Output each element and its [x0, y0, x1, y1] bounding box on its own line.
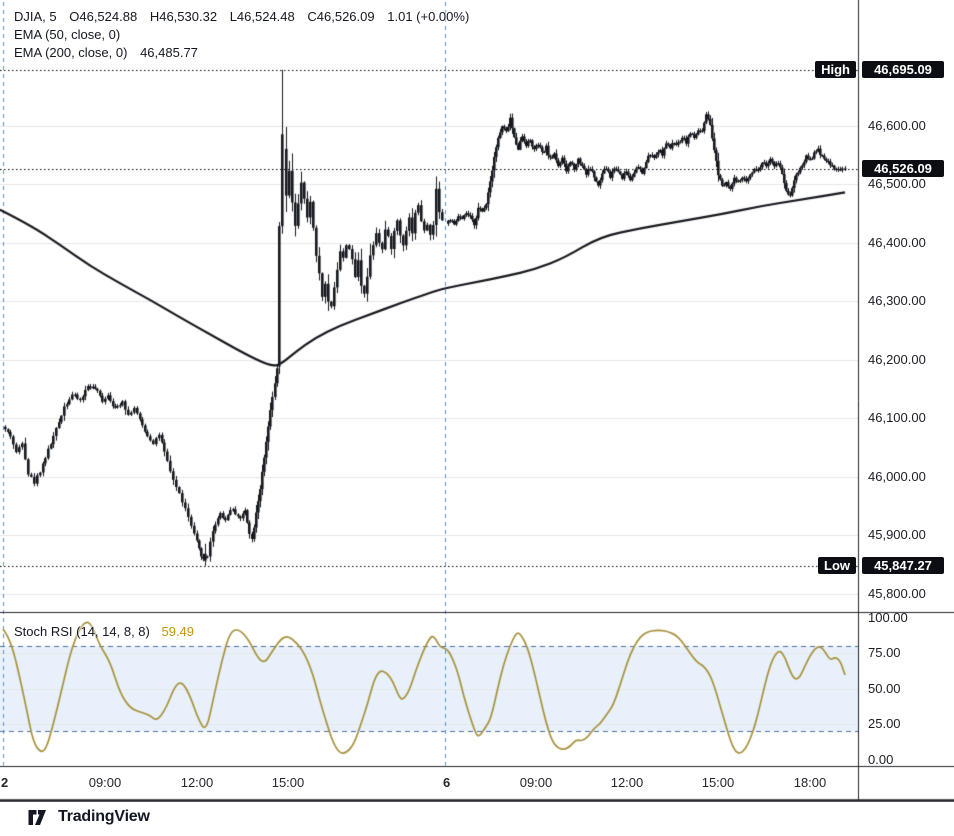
tradingview-logo[interactable]: TradingView	[28, 808, 150, 826]
chart-legend: DJIA, 5 O46,524.88 H46,530.32 L46,524.48…	[14, 8, 478, 62]
time-tick-label: 15:00	[701, 775, 735, 790]
time-tick-label: 09:00	[88, 775, 122, 790]
stoch-rsi-legend[interactable]: Stoch RSI (14, 14, 8, 8) 59.49	[14, 624, 194, 639]
price-tick-label: 46,000.00	[868, 468, 926, 484]
stoch-tick-label: 0.00	[868, 751, 894, 767]
last-price-badge: 46,526.09	[862, 160, 944, 178]
change-value: 1.01 (+0.00%)	[387, 9, 470, 24]
tradingview-logo-text: TradingView	[58, 808, 150, 825]
time-tick-label: 2	[1, 775, 9, 790]
ema50-label: EMA (50, close, 0)	[14, 27, 121, 42]
stoch-rsi-value: 59.49	[161, 624, 195, 639]
stoch-rsi-title: Stoch RSI (14, 14, 8, 8)	[14, 624, 150, 639]
low-price-badge: 45,847.27	[862, 557, 944, 575]
price-tick-label: 45,800.00	[868, 585, 926, 601]
stoch-tick-label: 75.00	[868, 645, 901, 660]
price-tick-label: 45,900.00	[868, 527, 926, 542]
time-tick-label: 12:00	[180, 775, 214, 790]
high-label-badge: High	[815, 61, 856, 79]
time-tick-label: 6	[443, 775, 451, 790]
price-tick-label: 46,600.00	[868, 117, 926, 133]
time-tick-label: 12:00	[610, 775, 644, 790]
ema200-value: 46,485.77	[140, 45, 198, 60]
price-chart-canvas[interactable]	[0, 0, 954, 802]
ema50-legend-row[interactable]: EMA (50, close, 0)	[14, 26, 478, 44]
stoch-tick-label: 100.00	[868, 609, 908, 625]
time-tick-label: 15:00	[271, 775, 305, 790]
price-tick-label: 46,300.00	[868, 293, 926, 308]
stoch-tick-label: 25.00	[868, 716, 901, 731]
time-tick-label: 09:00	[519, 775, 553, 790]
ema200-label: EMA (200, close, 0)	[14, 45, 128, 60]
ohlc-low: L46,524.48	[229, 9, 295, 24]
ohlc-close: C46,526.09	[307, 9, 375, 24]
time-tick-label: 18:00	[793, 775, 827, 790]
price-tick-label: 46,100.00	[868, 410, 926, 425]
price-tick-label: 46,500.00	[868, 176, 926, 191]
symbol-legend-row[interactable]: DJIA, 5 O46,524.88 H46,530.32 L46,524.48…	[14, 8, 478, 26]
low-label-badge: Low	[818, 557, 856, 575]
stoch-tick-label: 50.00	[868, 680, 901, 696]
ohlc-high: H46,530.32	[149, 9, 218, 24]
ema200-legend-row[interactable]: EMA (200, close, 0) 46,485.77	[14, 44, 478, 62]
symbol-title: DJIA, 5	[14, 9, 57, 24]
price-tick-label: 46,400.00	[868, 234, 926, 250]
price-tick-label: 46,200.00	[868, 351, 926, 367]
tradingview-logo-icon	[28, 809, 46, 825]
ohlc-open: O46,524.88	[69, 9, 138, 24]
high-price-badge: 46,695.09	[862, 61, 944, 79]
